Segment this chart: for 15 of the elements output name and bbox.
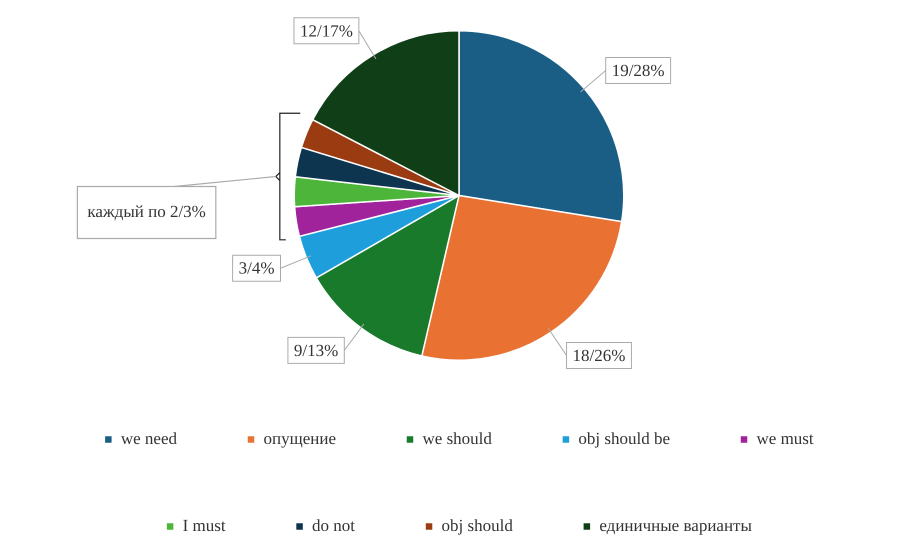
data-label: 19/28% <box>612 60 665 80</box>
legend-label: obj should <box>442 516 514 535</box>
legend-label: we need <box>120 428 178 448</box>
data-label: 12/17% <box>300 21 353 40</box>
legend-label: do not <box>312 516 356 535</box>
data-label: 3/4% <box>238 258 275 278</box>
text: каждый по 2/3% <box>87 202 206 221</box>
legend-label: опущение <box>264 428 336 448</box>
data-label: 9/13% <box>294 340 338 360</box>
legend-label: obj should be <box>578 428 670 448</box>
legend-label: we should <box>422 428 492 448</box>
legend-label: единичные варианты <box>599 516 752 535</box>
legend-label: I must <box>182 516 226 535</box>
legend-label: we must <box>756 428 814 448</box>
data-label: 18/26% <box>572 346 626 365</box>
